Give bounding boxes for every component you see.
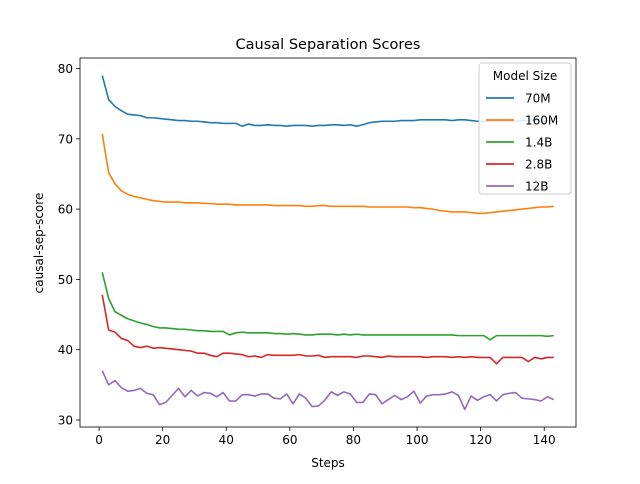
series-line-12B (101, 370, 555, 411)
series-layer (101, 75, 555, 411)
series-line-160M (101, 133, 554, 215)
chart-title: Causal Separation Scores (236, 37, 421, 53)
x-tick-label: 80 (346, 433, 361, 447)
y-tick-label: 40 (58, 343, 73, 357)
x-tick-label: 40 (219, 433, 234, 447)
x-tick-label: 60 (282, 433, 297, 447)
series-line-70M (101, 75, 554, 127)
y-ticks: 30 40 50 60 70 80 (58, 62, 80, 427)
x-tick-label: 140 (533, 433, 556, 447)
legend-title: Model Size (493, 69, 557, 83)
y-tick-label: 80 (58, 62, 73, 76)
y-tick-label: 60 (58, 203, 73, 217)
legend-entry: 160M (525, 114, 558, 128)
legend-entry: 70M (525, 92, 551, 106)
x-tick-label: 20 (155, 433, 170, 447)
x-axis-label: Steps (311, 456, 345, 470)
legend-entry: 2.8B (525, 158, 552, 172)
series-line-1.4B (101, 272, 554, 341)
x-tick-label: 120 (469, 433, 492, 447)
legend: Model Size 70M 160M 1.4B 2.8B 12B (478, 62, 572, 195)
y-tick-label: 30 (58, 413, 73, 427)
y-tick-label: 70 (58, 132, 73, 146)
x-tick-label: 100 (406, 433, 429, 447)
legend-box (478, 62, 572, 195)
plot-frame (79, 57, 577, 428)
series-line-2.8B (101, 294, 554, 365)
x-tick-label: 0 (95, 433, 103, 447)
legend-entry: 12B (525, 180, 549, 194)
y-tick-label: 50 (58, 273, 73, 287)
legend-entry: 1.4B (525, 136, 552, 150)
legend-entries: 70M 160M 1.4B 2.8B 12B (486, 92, 558, 194)
x-ticks: 0 20 40 60 80 100 120 140 (95, 427, 556, 447)
y-axis-label: causal-sep-score (32, 193, 46, 294)
